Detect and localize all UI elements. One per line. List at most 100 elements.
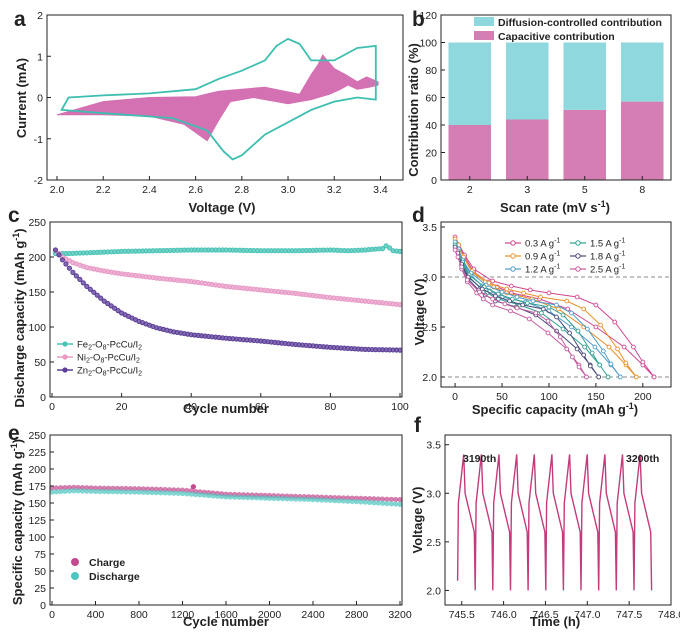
a-x-tick-label: 3.4: [373, 184, 388, 196]
d-marker-1-2: [499, 289, 505, 295]
a-x-axis-label: Voltage (V): [189, 200, 256, 215]
d-marker-1-5: [582, 344, 587, 350]
c-point-zn: [66, 265, 73, 271]
b-y-tick-label: 80: [425, 65, 437, 77]
b-y-tick-label: 0: [431, 175, 437, 187]
d-marker-0-9: [504, 286, 510, 292]
e-y-tick-label: 100: [28, 532, 46, 544]
e-point-discharge: [110, 489, 116, 495]
b-y-tick-label: 40: [425, 120, 437, 132]
b-y-tick-label: 20: [425, 148, 437, 160]
d-marker-1-2: [585, 326, 590, 332]
e-point-discharge: [310, 497, 316, 503]
e-point-discharge: [327, 497, 333, 504]
e-point-charge: [49, 485, 55, 491]
e-y-tick-label: 175: [28, 481, 46, 493]
d-marker-0-3: [574, 294, 580, 300]
e-x-tick-label: 0: [49, 609, 55, 621]
e-point-charge: [393, 496, 399, 503]
b-x-tick-label: 8: [639, 184, 645, 196]
e-point-discharge: [184, 491, 190, 497]
c-point-zn: [112, 305, 118, 311]
d-marker-2-5: [545, 318, 551, 324]
e-point-discharge: [206, 492, 212, 499]
d-marker-1-2: [592, 344, 598, 350]
e-point-discharge: [375, 500, 381, 506]
e-point-discharge: [132, 489, 138, 495]
d-legend-label-1-5: 1.5 A g-1: [590, 238, 625, 250]
d-marker-1-2: [617, 374, 623, 380]
e-point-discharge: [223, 494, 229, 500]
d-marker-1-5: [605, 374, 611, 380]
b-legend-label-diffusion: Diffusion-controlled contribution: [498, 17, 662, 29]
d-legend-marker: [575, 253, 581, 259]
d-legend-label-0-3: 0.3 A g-1: [525, 238, 560, 250]
f-x-tick-label: 746.5: [532, 609, 558, 621]
d-marker-0-9: [564, 298, 570, 304]
b-y-axis-label: Contribution ratio (%): [406, 43, 421, 177]
f-y-tick-label: 2.5: [426, 537, 441, 549]
e-frame: [49, 434, 403, 606]
d-marker-1-5: [525, 300, 530, 306]
d-marker-1-8: [587, 363, 593, 369]
e-point-discharge: [66, 488, 72, 494]
a-x-tick-label: 3.0: [281, 184, 296, 196]
c-x-axis-label: Cycle number: [183, 401, 269, 416]
e-point-discharge: [49, 489, 55, 495]
panel-a: a Current (mA) Voltage (V) 2.0 2.2 2.4 2.6 2…: [14, 8, 404, 215]
d-marker-1-5: [589, 350, 595, 356]
e-point-discharge: [380, 500, 386, 506]
c-point-fe: [380, 246, 386, 252]
f-y-tick-label: 3.0: [426, 488, 441, 500]
c-legend-marker-ni: [62, 354, 68, 360]
c-plot-area: 0 20 40 60 80 100 0 50 100 150 200 250: [28, 217, 408, 413]
e-point-discharge: [75, 488, 81, 494]
b-bar-diffusion: [563, 42, 607, 110]
panel-label-c: c: [8, 204, 20, 227]
c-x-tick-label: 60: [255, 401, 267, 413]
d-marker-0-9: [538, 294, 543, 300]
d-legend-label-2-5: 2.5 A g-1: [590, 264, 625, 276]
e-point-discharge: [105, 489, 112, 495]
d-marker-1-8: [507, 298, 512, 304]
d-marker-2-5: [570, 354, 575, 360]
e-point-discharge: [314, 497, 320, 503]
d-marker-1-2: [601, 348, 606, 354]
e-point-discharge: [136, 489, 142, 495]
a-x-tick-label: 2.0: [50, 184, 65, 196]
e-point-charge: [58, 485, 64, 491]
d-x-tick-label: 150: [587, 391, 605, 403]
c-y-tick-label: 200: [28, 252, 46, 264]
c-legend-marker-fe: [62, 341, 68, 347]
e-y-axis-label: Specific capacity (mAh g-1): [9, 439, 25, 605]
e-point-discharge: [288, 496, 294, 502]
d-marker-1-8: [520, 302, 526, 308]
e-point-discharge: [301, 496, 307, 502]
d-marker-0-9: [615, 346, 620, 352]
e-point-charge: [388, 496, 394, 502]
e-point-discharge: [245, 494, 251, 501]
e-point-charge: [53, 485, 59, 491]
d-plot-area: 0 50 100 150 200 2.0 2.5 3.0 3.5: [422, 222, 671, 403]
f-x-tick-label: 746.0: [490, 609, 516, 621]
d-marker-0-3: [593, 324, 599, 330]
c-point-ni: [397, 302, 403, 308]
d-marker-2-5: [514, 305, 520, 311]
panel-e: e Specific capacity (mAh g-1) Cycle numb…: [8, 422, 412, 629]
b-legend-swatch-capacitive: [474, 31, 494, 40]
e-point-discharge: [71, 488, 77, 494]
e-point-charge: [380, 496, 386, 502]
d-marker-1-5: [597, 362, 603, 368]
e-point-discharge: [388, 501, 394, 507]
e-point-discharge: [97, 488, 103, 495]
d-marker-2-5: [452, 247, 458, 253]
d-y-tick-label: 3.0: [422, 272, 437, 284]
d-legend-marker: [510, 240, 516, 246]
b-x-tick-label: 3: [524, 184, 530, 196]
b-frame: [440, 14, 672, 181]
b-bar-diffusion: [620, 42, 664, 102]
c-point-zn: [56, 252, 62, 258]
c-y-tick-label: 250: [28, 217, 46, 229]
d-marker-0-3: [631, 344, 636, 350]
